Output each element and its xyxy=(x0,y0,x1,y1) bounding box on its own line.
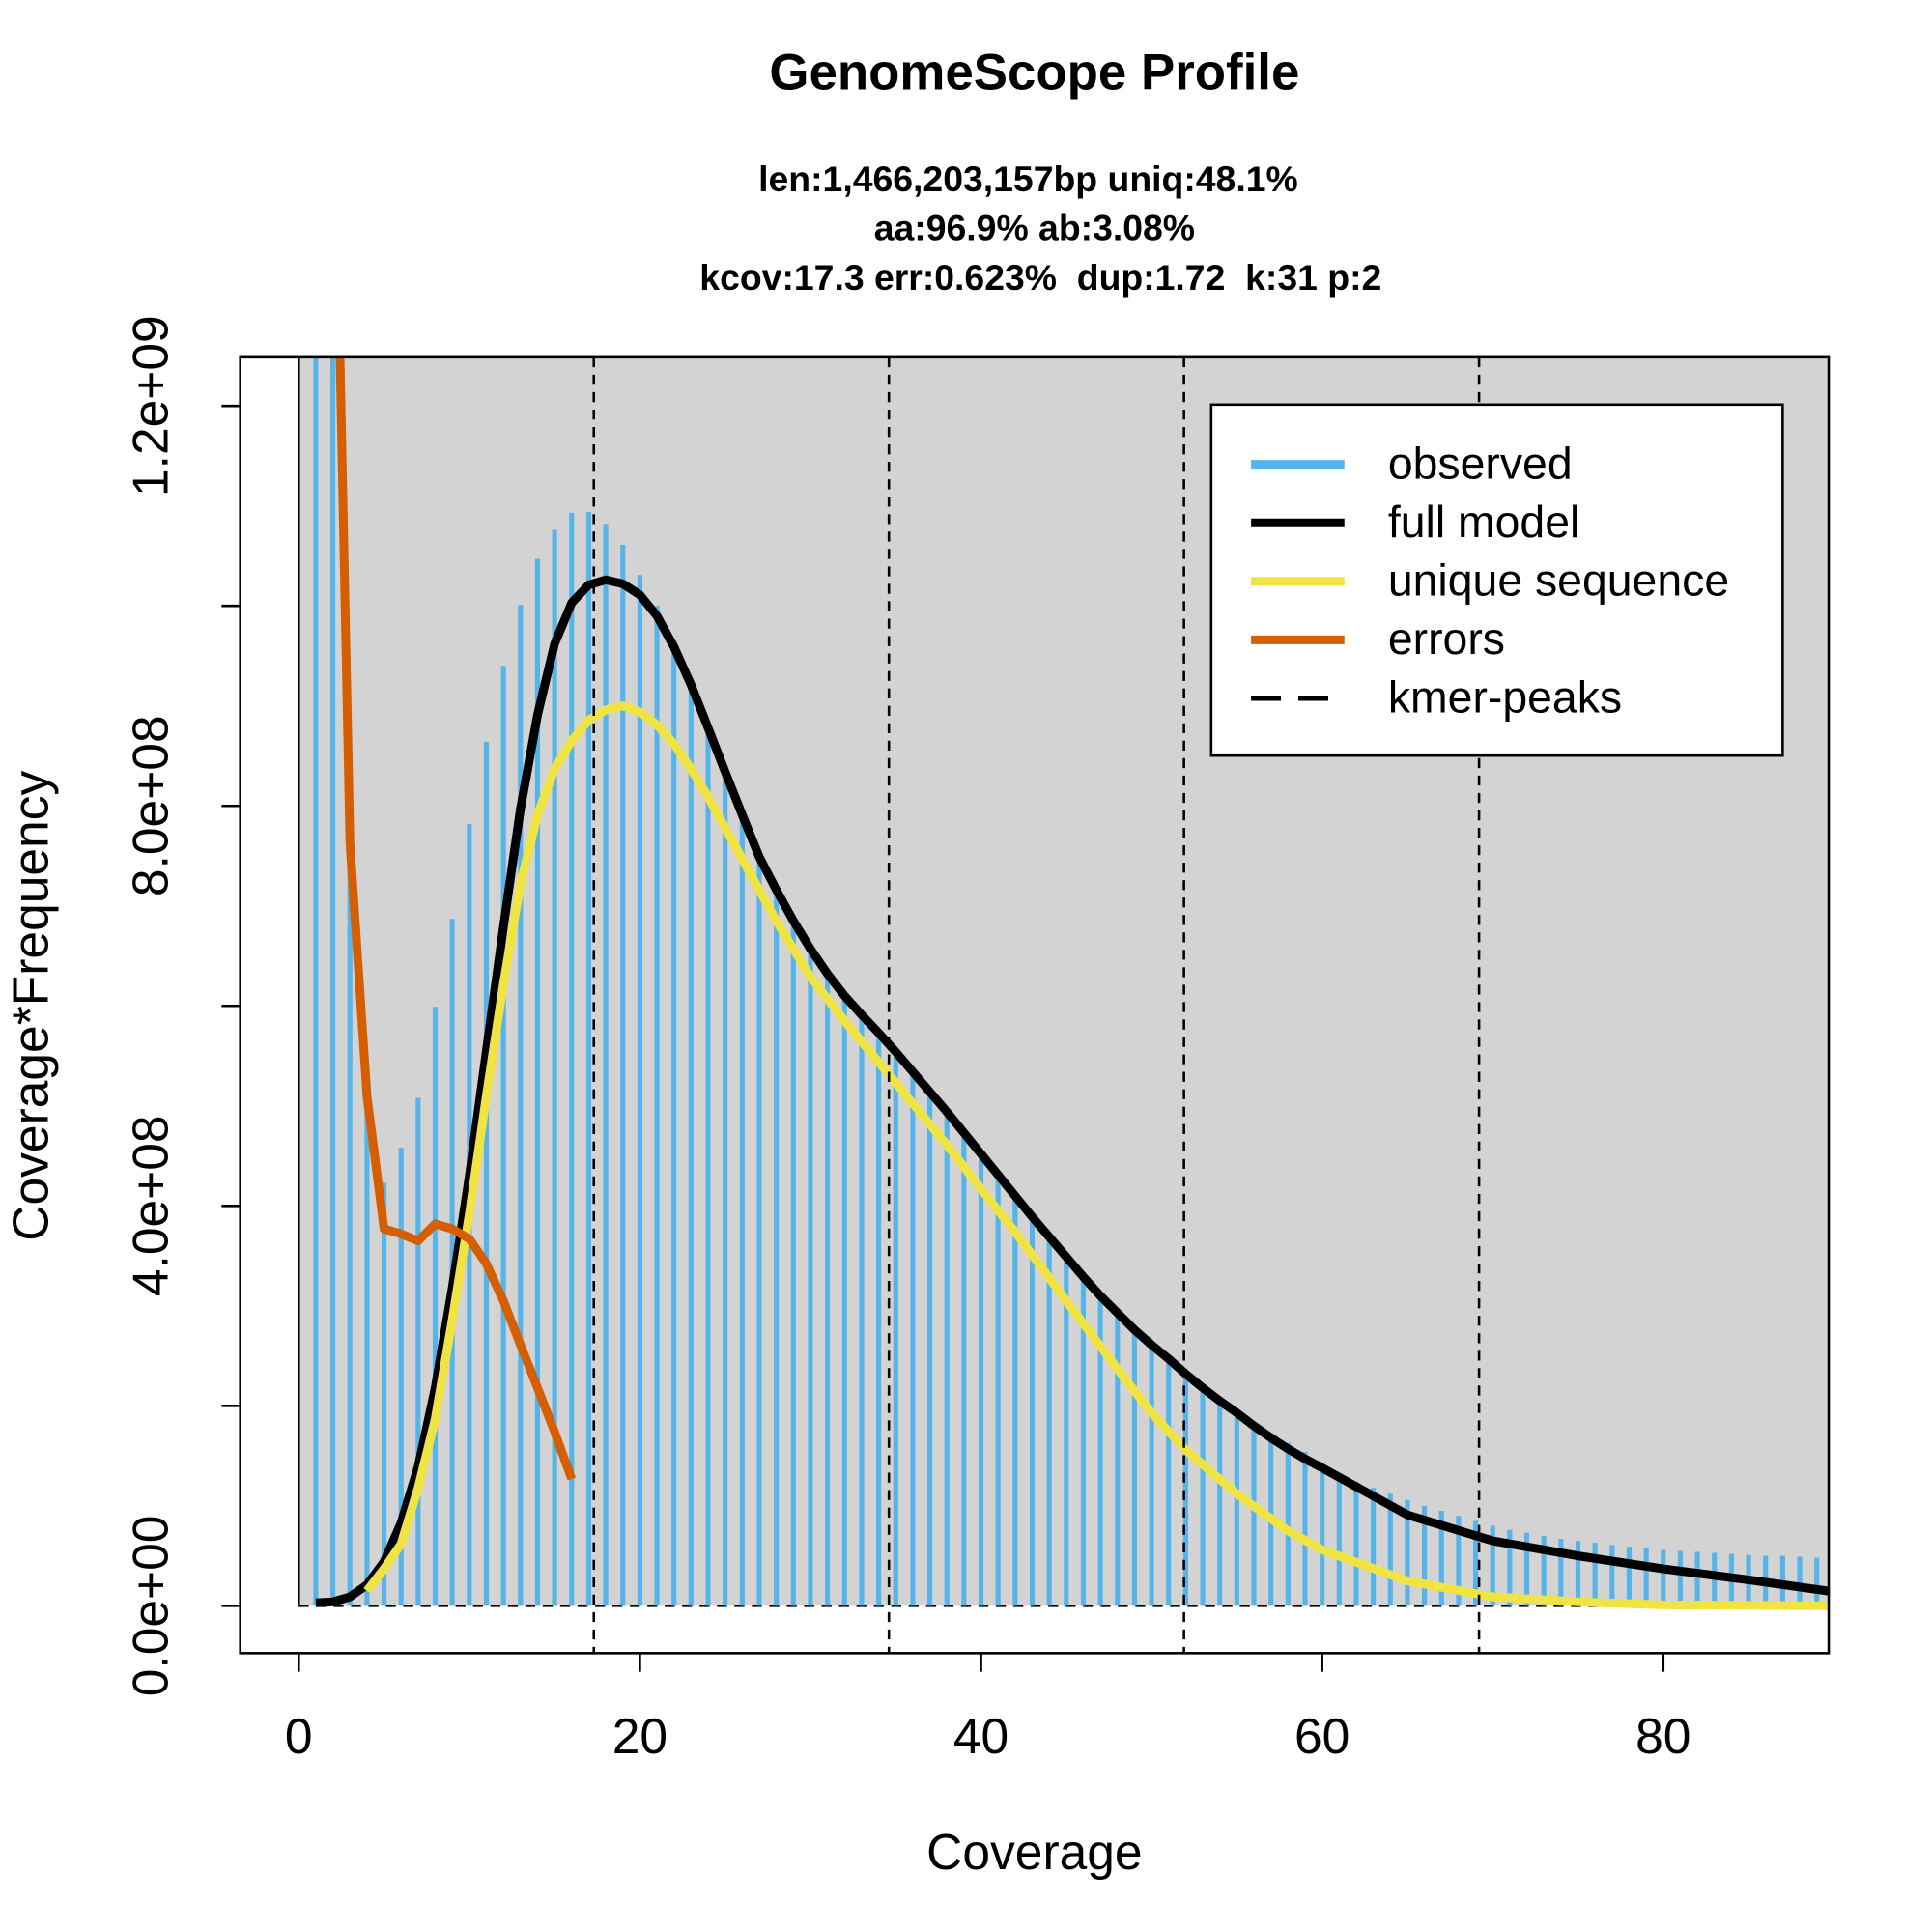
subtitle: len:1,466,203,157bp uniq:48.1% xyxy=(758,158,1298,199)
y-tick-label: 1.2e+09 xyxy=(122,315,178,497)
series-line xyxy=(315,575,1830,1607)
axes: 0 20 40 60 80 0.0e+00 4.0e+08 8.0e+08 1.2e+09 xyxy=(122,315,1831,1764)
x-tick-label: 20 xyxy=(612,1708,668,1764)
x-tick-label: 40 xyxy=(953,1708,1009,1764)
y-tick-label: 0.0e+00 xyxy=(122,1516,178,1697)
series-line xyxy=(335,356,577,1481)
subtitle: aa:96.9% ab:3.08% xyxy=(874,207,1195,247)
legend-label: unique sequence xyxy=(1388,555,1729,606)
series-line xyxy=(363,701,1830,1610)
chart-title: GenomeScope Profile xyxy=(769,44,1299,101)
x-axis-label: Coverage xyxy=(926,1824,1142,1880)
legend-label: kmer-peaks xyxy=(1388,672,1622,723)
y-tick-label: 8.0e+08 xyxy=(122,715,178,896)
y-tick-label: 4.0e+08 xyxy=(122,1115,178,1296)
x-tick-label: 60 xyxy=(1294,1708,1350,1764)
legend-label: full model xyxy=(1388,497,1579,547)
legend-label: observed xyxy=(1388,438,1573,488)
subtitle: kcov:17.3 err:0.623% dup:1.72 k:31 p:2 xyxy=(699,257,1381,298)
x-tick-label: 0 xyxy=(285,1708,313,1764)
legend: observed full model unique sequence errors k… xyxy=(1209,403,1784,757)
legend-label: errors xyxy=(1388,613,1505,664)
x-tick-label: 80 xyxy=(1635,1708,1690,1764)
y-axis-label: Coverage*Frequency xyxy=(3,771,59,1241)
